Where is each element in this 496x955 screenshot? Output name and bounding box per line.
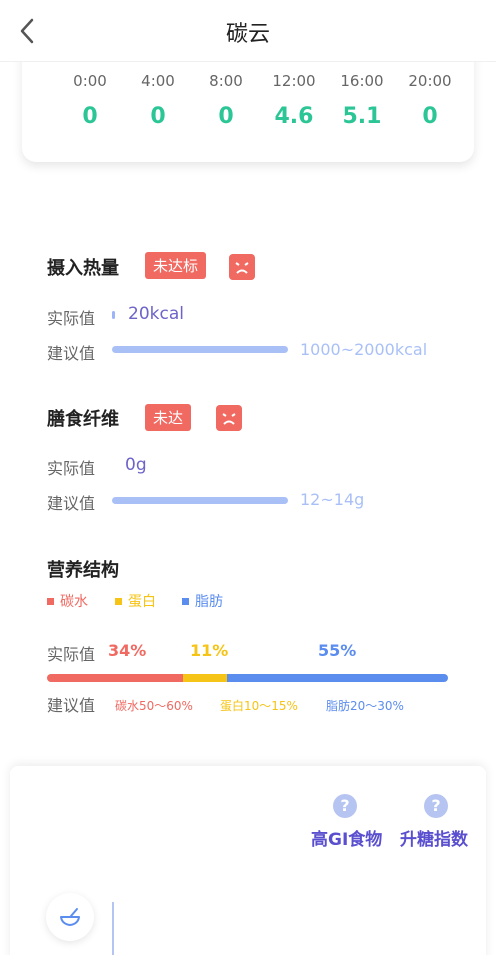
actual-bar <box>112 311 115 319</box>
hour-time: 16:00 <box>340 72 384 90</box>
legend-swatch <box>115 597 122 605</box>
suggest-carb: 碳水50～60% <box>115 699 193 713</box>
hour-column: 12:00 4.6 <box>264 72 324 129</box>
actual-value: 20kcal <box>128 304 184 324</box>
suggest-value: 12~14g <box>300 490 365 509</box>
suggest-value: 1000~2000kcal <box>300 340 428 359</box>
status-badge: 未达 <box>145 404 192 431</box>
hour-time: 12:00 <box>272 72 316 90</box>
suggest-label: 建议值 <box>47 344 96 363</box>
calories-title: 摄入热量 <box>47 258 119 279</box>
carb-segment <box>47 674 184 682</box>
hour-time: 0:00 <box>73 72 107 90</box>
hour-time: 8:00 <box>209 72 243 90</box>
hour-time: 4:00 <box>141 72 175 90</box>
high-gi-food-button[interactable]: 高GI食物 <box>311 830 383 850</box>
legend-protein: 蛋白 <box>115 591 156 611</box>
sad-face-icon <box>216 405 242 431</box>
hour-column: 0:00 0 <box>60 72 120 129</box>
suggest-label: 建议值 <box>47 696 96 715</box>
status-badge: 未达标 <box>145 252 207 279</box>
fat-percent: 55% <box>318 641 357 660</box>
bowl-icon <box>60 908 80 926</box>
page-title: 碳云 <box>225 22 270 47</box>
hour-value: 0 <box>150 104 166 129</box>
chevron-left-icon <box>20 18 34 44</box>
help-icon[interactable]: ? <box>424 794 448 818</box>
header: 碳云 <box>0 0 496 62</box>
suggest-bar <box>112 346 288 353</box>
help-icon[interactable]: ? <box>333 794 357 818</box>
legend-fat: 脂肪 <box>182 591 223 611</box>
sad-face-icon <box>229 254 255 280</box>
legend-swatch <box>182 597 189 605</box>
protein-segment <box>183 674 228 682</box>
legend-swatch <box>47 597 54 605</box>
legend-label: 脂肪 <box>195 594 223 610</box>
suggest-bar <box>112 497 288 504</box>
suggest-fat: 脂肪20～30% <box>326 699 404 713</box>
fat-segment <box>227 674 448 682</box>
suggest-protein: 蛋白10～15% <box>220 699 298 713</box>
suggest-label: 建议值 <box>47 494 96 513</box>
hour-value: 0 <box>82 104 98 129</box>
hour-time: 20:00 <box>408 72 452 90</box>
chart-axis-line <box>112 902 114 955</box>
legend-label: 碳水 <box>60 594 88 610</box>
hour-value: 0 <box>422 104 438 129</box>
hour-value: 4.6 <box>274 104 314 129</box>
nutrition-title: 营养结构 <box>47 560 119 581</box>
actual-value: 0g <box>125 455 147 475</box>
glycemic-index-button[interactable]: 升糖指数 <box>400 830 468 850</box>
carb-percent: 34% <box>108 641 147 660</box>
hour-value: 0 <box>218 104 234 129</box>
hour-column: 4:00 0 <box>128 72 188 129</box>
actual-label: 实际值 <box>47 459 96 478</box>
bowl-button[interactable] <box>46 893 94 941</box>
hour-column: 16:00 5.1 <box>332 72 392 129</box>
nutrition-structure-bar <box>47 674 448 682</box>
actual-label: 实际值 <box>47 645 96 664</box>
hour-column: 20:00 0 <box>400 72 460 129</box>
fiber-title: 膳食纤维 <box>47 409 119 430</box>
hour-value: 5.1 <box>342 104 382 129</box>
protein-percent: 11% <box>190 641 229 660</box>
hour-column: 8:00 0 <box>196 72 256 129</box>
legend-carb: 碳水 <box>47 591 88 611</box>
actual-label: 实际值 <box>47 309 96 328</box>
hourly-values: 0:00 0 4:00 0 8:00 0 12:00 4.6 16:00 5.1… <box>60 72 460 132</box>
back-button[interactable] <box>10 14 44 48</box>
legend-label: 蛋白 <box>128 594 156 610</box>
